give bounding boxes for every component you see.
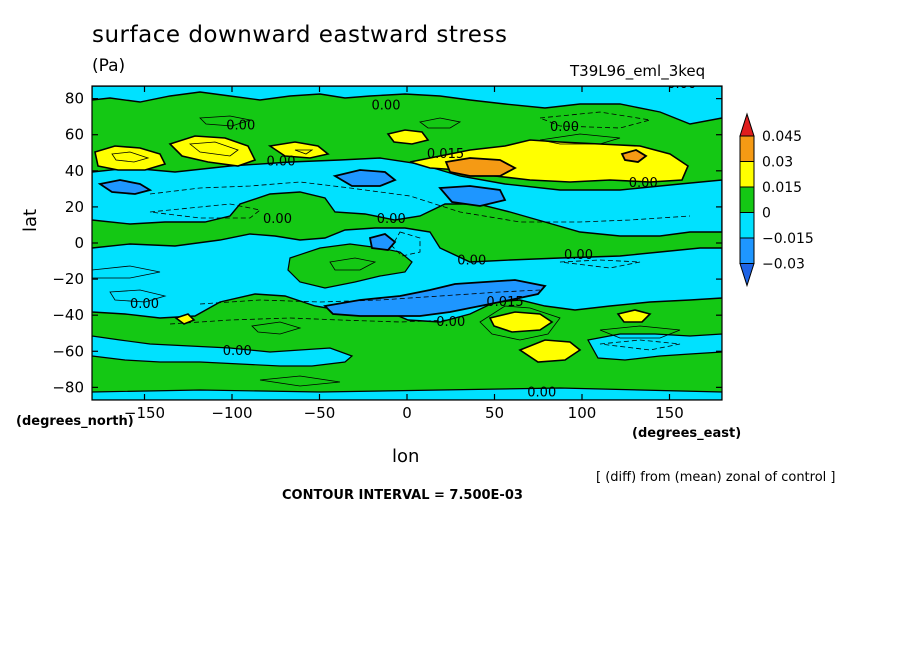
region-yellow-south-1 [488,311,554,333]
x-tick-label: 150 [655,404,684,422]
colorbar-label: 0.03 [762,155,793,171]
contour-label: 0.00 [223,344,252,359]
y-tick-label: 0 [74,234,84,252]
y-tick-label: 60 [65,126,84,144]
colorbar-label: 0 [762,206,771,222]
y-tick-label: −40 [52,306,84,324]
region-yellow-south-3 [616,309,652,323]
contour-labels: 0.00 0.00 0.00 0.00 0.00 0.015 0.00 0.00 0.00 0.0… [130,77,696,400]
region-yellow-north-small [386,129,430,145]
region-cyan-south-east [587,333,722,361]
colorbar-swatch [739,186,755,213]
y-axis-unit: (degrees_north) [16,414,134,429]
region-green-tongue [287,243,413,289]
colorbar-label: 0.015 [762,180,802,196]
contour-label: 0.00 [130,297,159,312]
colorbar-swatch [739,135,755,162]
contour-label: 0.00 [372,98,401,113]
region-cyan-midlat-band [92,157,722,237]
contour-interval: CONTOUR INTERVAL = 7.500E-03 [282,488,523,503]
contour-label: 0.00 [629,176,658,191]
region-cyan-north-polar [92,86,722,125]
contour-label: 0.015 [486,295,523,310]
contour-label: 0.00 [564,248,593,263]
colorbar-label: −0.015 [762,231,814,247]
colorbar-label: −0.03 [762,257,805,273]
x-tick-label: 50 [485,404,504,422]
region-yellow-south-2 [518,339,582,363]
x-tick-label: −150 [124,404,165,422]
colorbar-swatch [739,237,755,264]
region-blue-equatorial [368,233,397,251]
y-tick-label: −80 [52,378,84,396]
positive-contour-lines [92,115,681,387]
x-tick-label: −50 [304,404,336,422]
x-tick-label: 0 [402,404,412,422]
x-tick-label: 100 [568,404,597,422]
x-axis-unit: (degrees_east) [632,426,742,441]
contour-label: 0.015 [427,147,464,162]
contour-label: 0.00 [457,254,486,269]
colorbar-swatch [739,161,755,188]
region-yellow-south-4 [174,313,196,325]
y-tick-label: 80 [65,90,84,108]
x-axis-label: lon [392,446,420,467]
region-blue-central-midlat [332,169,397,187]
region-orange-east-jet [444,157,517,177]
x-tick-label: −100 [211,404,252,422]
chart-units: (Pa) [92,56,126,76]
region-cyan-southern [92,335,354,367]
contour-label: 0.00 [550,120,579,135]
chart-title: surface downward eastward stress [92,22,508,48]
region-blue-west-midlat [97,179,153,195]
region-blue-southern-band [323,279,547,317]
colorbar-bottom-arrow [739,263,755,288]
region-orange-east-small [620,149,648,163]
negative-contour-lines [149,111,691,351]
y-axis-label: lat [20,208,41,232]
contour-label: 0.00 [263,212,292,227]
region-cyan-equatorial [92,227,722,323]
colorbar-top-arrow [739,112,755,137]
y-tick-label: 20 [65,198,84,216]
run-label: T39L96_eml_3keq [570,62,706,80]
colorbar: 0.045 0.03 0.015 0 −0.015 −0.03 [739,112,814,288]
diff-note: [ (diff) from (mean) zonal of control ] [596,470,836,485]
colorbar-swatch [739,212,755,239]
contour-label: 0.00 [377,212,406,227]
colorbar-label: 0.045 [762,129,802,145]
map-field: 0.00 0.00 0.00 0.00 0.00 0.015 0.00 0.00 0.00 0.0… [92,77,722,400]
contour-label: 0.00 [667,77,696,92]
y-tick-label: −60 [52,342,84,360]
contour-label: 0.00 [527,385,556,400]
y-tick-label: −20 [52,270,84,288]
region-blue-east-midlat [438,185,507,207]
contour-label: 0.00 [436,315,465,330]
region-yellow-west-1 [94,145,167,171]
y-tick-label: 40 [65,162,84,180]
axes: −150 −100 −50 0 50 100 150 −80 −60 −40 −20 0 20 40 60 8… [52,86,722,422]
contour-label: 0.00 [226,118,255,133]
contour-label: 0.00 [267,154,296,169]
